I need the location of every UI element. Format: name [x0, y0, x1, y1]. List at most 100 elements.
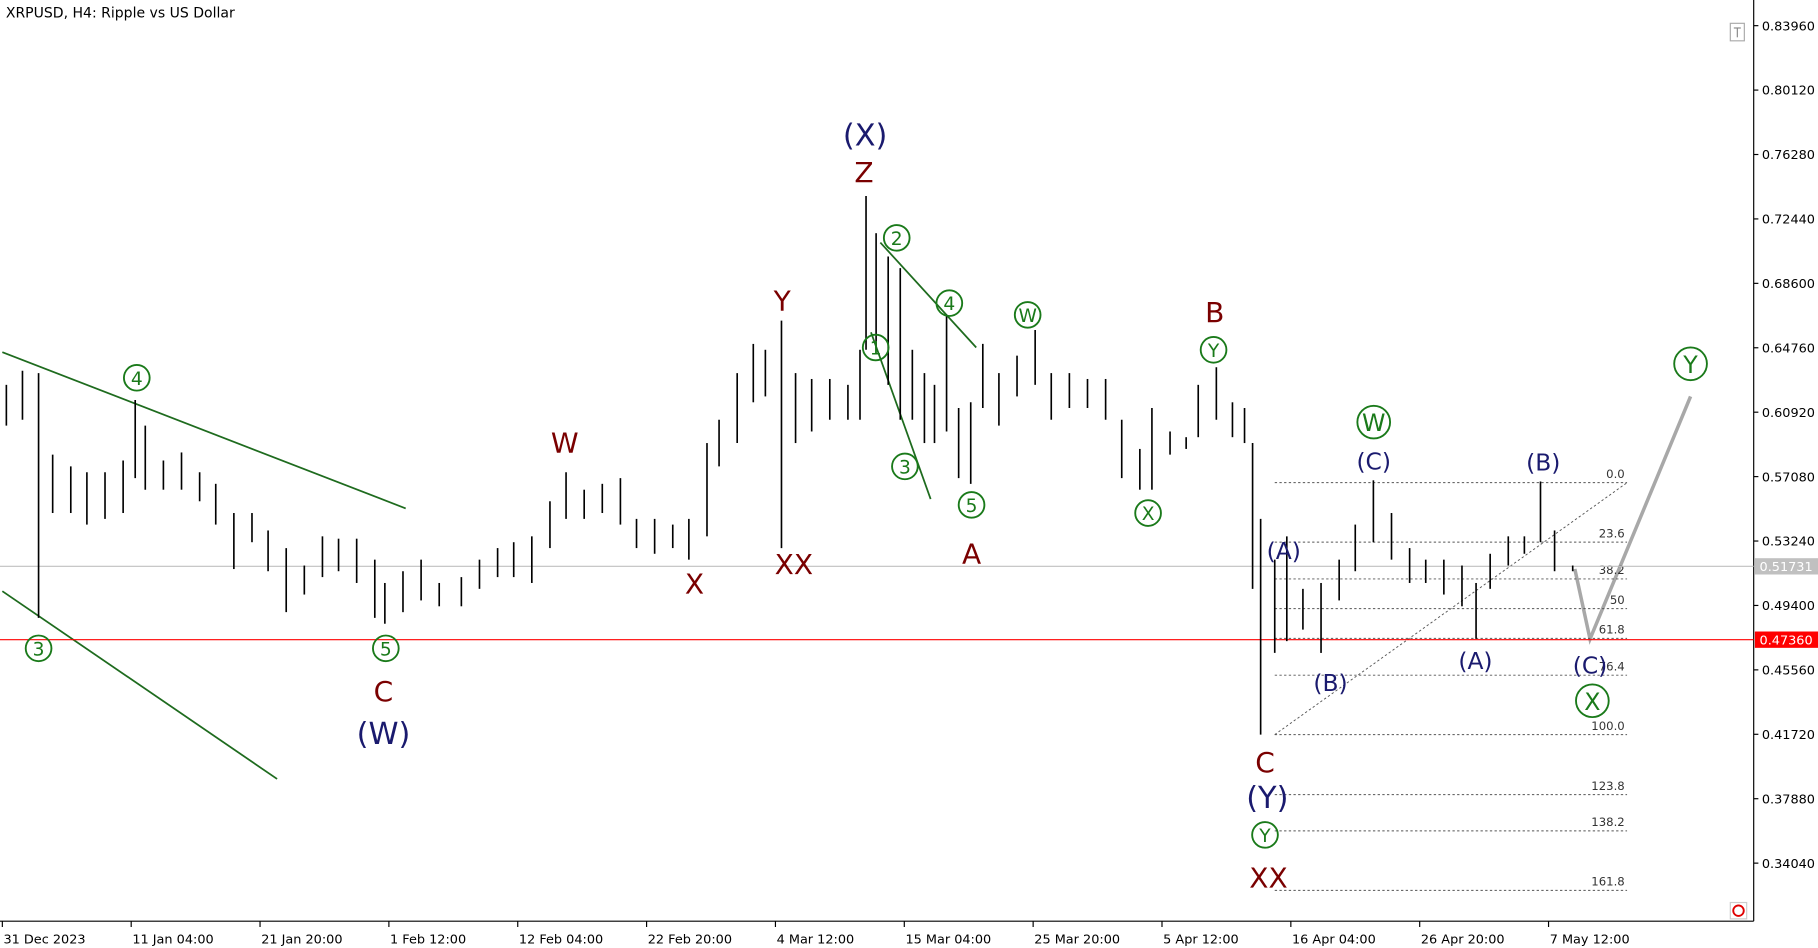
trend-line [1, 590, 278, 780]
wave-label: (X) [843, 119, 888, 154]
wave-label: X [685, 568, 704, 601]
y-tick-label: 0.83960 [1762, 19, 1815, 34]
price-tag-label: 0.47360 [1760, 633, 1813, 648]
fib-level-label: 100.0 [1591, 719, 1624, 733]
wave-label: 4 [943, 294, 955, 315]
y-tick-label: 0.37880 [1762, 792, 1815, 807]
x-tick-label: 4 Mar 12:00 [777, 932, 855, 947]
y-tick-label: 0.53240 [1762, 535, 1815, 550]
fib-level-label: 76.4 [1599, 660, 1625, 674]
x-tick-label: 21 Jan 20:00 [261, 932, 342, 947]
wave-label: XX [775, 548, 813, 581]
price-tag [1754, 631, 1818, 648]
wave-label: 3 [33, 639, 45, 660]
wave-label: 3 [899, 457, 911, 478]
wave-label: (C) [1573, 652, 1608, 680]
wave-label: (A) [1267, 537, 1301, 565]
y-tick-label: 0.41720 [1762, 728, 1815, 743]
fib-level-label: 0.0 [1606, 467, 1625, 481]
wave-label: (B) [1313, 669, 1347, 697]
wave-label: (Y) [1246, 781, 1288, 816]
wave-label: C [374, 675, 394, 708]
fib-level-label: 38.2 [1599, 563, 1625, 577]
wave-label: Y [1682, 351, 1698, 379]
fib-level-label: 123.8 [1591, 779, 1624, 793]
wave-circle [957, 491, 986, 519]
wave-circle [122, 364, 151, 392]
fib-level-label: 23.6 [1599, 526, 1625, 540]
x-tick-label: 11 Jan 04:00 [132, 932, 213, 947]
wave-label: A [962, 537, 981, 570]
x-tick-label: 26 Apr 20:00 [1421, 932, 1505, 947]
wave-label: W [1362, 409, 1385, 437]
wave-label: W [551, 427, 579, 460]
wave-label: (C) [1356, 447, 1391, 475]
wave-circle [1673, 346, 1708, 382]
chart-title: XRPUSD, H4: Ripple vs US Dollar [6, 6, 235, 22]
wave-circle [891, 452, 919, 481]
wave-circle [24, 634, 53, 663]
wave-circle [882, 224, 911, 252]
y-tick-label: 0.34040 [1762, 857, 1815, 872]
icon-stroke [1732, 904, 1745, 917]
wave-label: 1 [870, 339, 882, 360]
wave-label: B [1205, 296, 1224, 329]
price-tag [1754, 558, 1818, 575]
x-tick-label: 25 Mar 20:00 [1034, 932, 1120, 947]
trend-line [2, 351, 407, 510]
x-tick-label: 5 Apr 12:00 [1163, 932, 1239, 947]
wave-circle [1356, 404, 1392, 440]
y-tick-label: 0.68600 [1762, 277, 1815, 292]
wave-circle [372, 634, 400, 663]
wave-label: (B) [1526, 449, 1560, 477]
wave-circle [1575, 683, 1610, 719]
y-tick-label: 0.49400 [1762, 599, 1815, 614]
wave-circle [1251, 821, 1279, 849]
fib-level-label: 50 [1610, 593, 1625, 607]
x-tick-label: 22 Feb 20:00 [648, 932, 732, 947]
price-tag-label: 0.51731 [1760, 560, 1813, 575]
x-tick-label: 7 May 12:00 [1550, 932, 1630, 947]
fib-trend [1274, 482, 1628, 736]
y-tick-label: 0.57080 [1762, 470, 1815, 485]
y-tick-label: 0.60920 [1762, 406, 1815, 421]
wave-circle [1199, 336, 1228, 364]
fib-level-label: 61.8 [1599, 623, 1625, 637]
wave-label: Y [1258, 826, 1271, 847]
close-icon[interactable] [1729, 901, 1748, 920]
wave-label: XX [1249, 862, 1287, 895]
trend-line [879, 241, 977, 349]
y-tick-label: 0.80120 [1762, 84, 1815, 99]
wave-label: Y [773, 284, 792, 317]
x-tick-label: 12 Feb 04:00 [519, 932, 603, 947]
fib-level-label: 161.8 [1591, 875, 1624, 889]
wave-label: W [1018, 306, 1036, 327]
x-tick-label: 16 Apr 04:00 [1292, 932, 1376, 947]
wave-label: (W) [357, 717, 411, 752]
wave-label: 4 [131, 369, 143, 390]
wave-label: Z [854, 156, 873, 189]
y-tick-label: 0.72440 [1762, 213, 1815, 228]
x-tick-label: 15 Mar 04:00 [905, 932, 991, 947]
y-tick-label: 0.64760 [1762, 341, 1815, 356]
fib-level-label: 138.2 [1591, 815, 1624, 829]
wave-circle [935, 289, 964, 317]
wave-label: Y [1207, 341, 1220, 362]
wave-label: X [1142, 504, 1155, 525]
wave-circle [861, 333, 890, 362]
x-tick-label: 31 Dec 2023 [4, 932, 86, 947]
toolbar-icon[interactable] [1729, 22, 1745, 42]
x-tick-label: 1 Feb 12:00 [390, 932, 466, 947]
wave-label: C [1255, 746, 1275, 779]
wave-label: 5 [966, 496, 978, 517]
y-tick-label: 0.76280 [1762, 148, 1815, 163]
wave-label: (A) [1458, 647, 1492, 675]
wave-label: X [1584, 688, 1600, 716]
y-tick-label: 0.45560 [1762, 664, 1815, 679]
wave-circle [1134, 499, 1162, 527]
projection-path [1573, 395, 1693, 645]
wave-label: 5 [380, 639, 392, 660]
